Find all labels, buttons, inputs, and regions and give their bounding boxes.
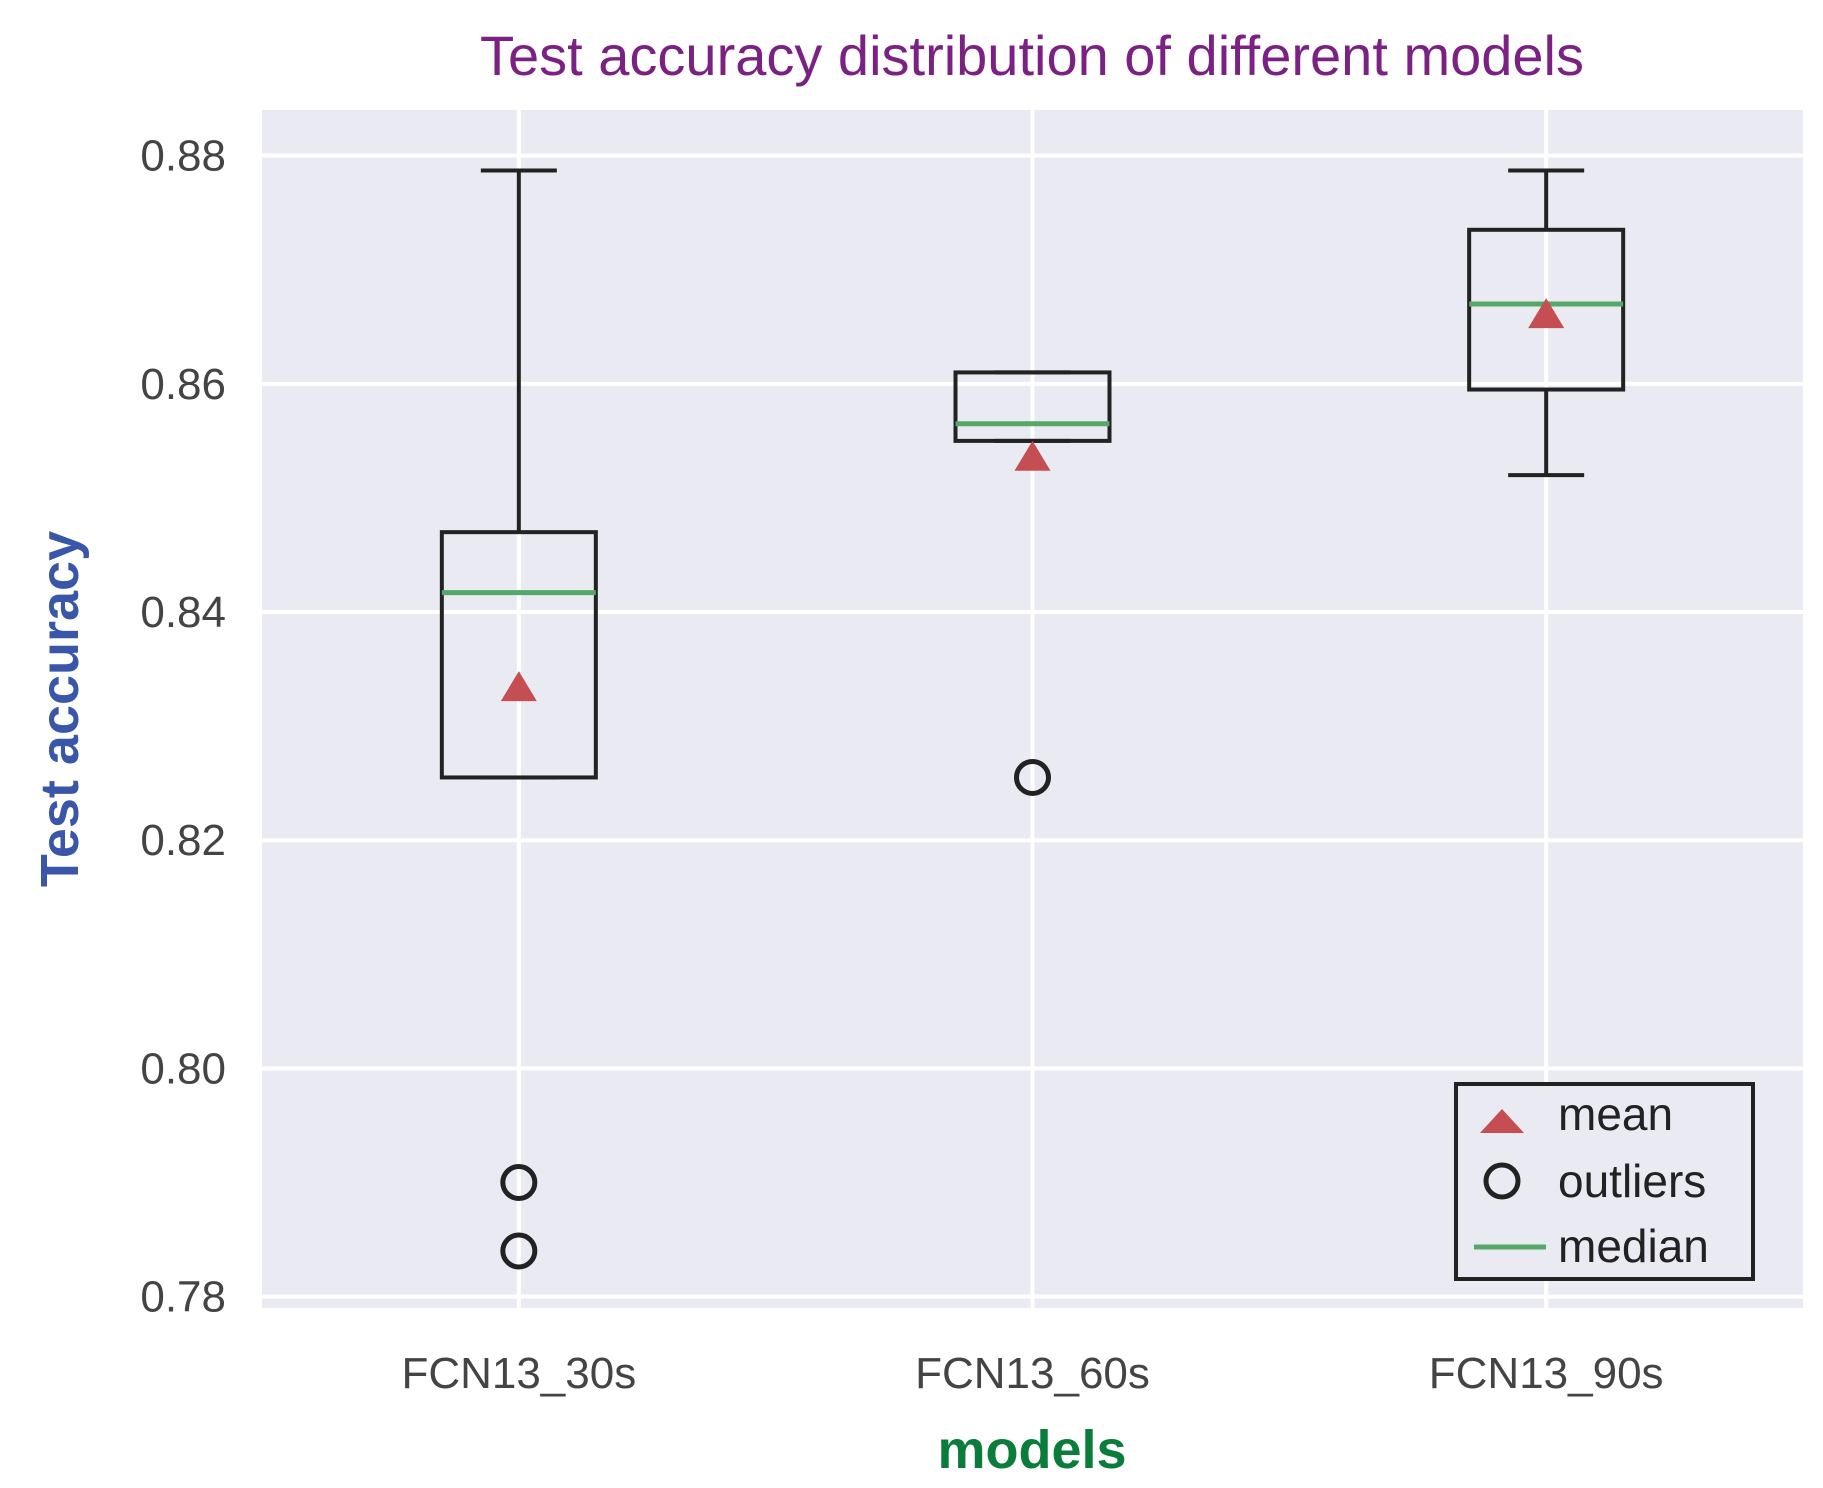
y-tick-label: 0.82 — [140, 816, 226, 865]
outlier-point — [1014, 758, 1051, 796]
boxes — [439, 168, 1626, 1270]
x-tick-label: FCN13_60s — [915, 1349, 1150, 1398]
legend-label-outliers: outliers — [1558, 1155, 1706, 1207]
box-group — [953, 370, 1112, 796]
legend-outlier-marker — [1483, 1162, 1521, 1200]
mean-marker — [1528, 298, 1565, 329]
y-tick-label: 0.86 — [140, 360, 226, 409]
x-tick-label: FCN13_90s — [1429, 1349, 1664, 1398]
x-axis-label: models — [937, 1420, 1126, 1480]
outlier-point — [500, 1163, 538, 1201]
legend-label-mean: mean — [1558, 1088, 1673, 1140]
y-tick-label: 0.78 — [140, 1273, 226, 1322]
x-axis-ticks: FCN13_30s FCN13_60s FCN13_90s — [401, 1349, 1663, 1398]
outlier-point — [500, 1232, 538, 1270]
y-axis-ticks: 0.78 0.80 0.82 0.84 0.86 0.88 — [140, 132, 226, 1322]
iqr-box — [1467, 227, 1626, 392]
y-tick-label: 0.84 — [140, 588, 226, 637]
mean-marker — [1014, 440, 1051, 471]
legend: mean outliers median — [1454, 1082, 1755, 1281]
legend-label-median: median — [1558, 1220, 1709, 1272]
mean-marker — [500, 671, 537, 702]
chart-title: Test accuracy distribution of different … — [480, 24, 1584, 87]
x-tick-label: FCN13_30s — [401, 1349, 636, 1398]
y-tick-label: 0.80 — [140, 1044, 226, 1093]
legend-mean-marker — [1480, 1109, 1524, 1133]
y-tick-label: 0.88 — [140, 132, 226, 181]
y-axis-label: Test accuracy — [30, 531, 90, 887]
box-group — [439, 168, 598, 1270]
iqr-box — [439, 530, 598, 780]
box-group — [1467, 168, 1626, 478]
